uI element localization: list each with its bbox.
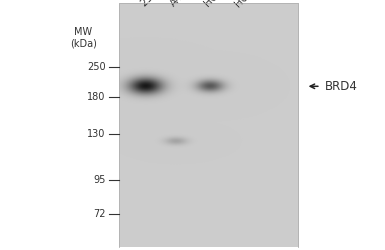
- Text: BRD4: BRD4: [325, 80, 357, 93]
- Bar: [119, 2, 298, 248]
- Text: 180: 180: [87, 92, 106, 102]
- Text: A431: A431: [169, 0, 194, 8]
- Text: HeLa: HeLa: [203, 0, 228, 8]
- Text: HepG2: HepG2: [233, 0, 265, 8]
- Text: 72: 72: [93, 210, 106, 220]
- Text: 250: 250: [87, 62, 106, 72]
- Text: 95: 95: [93, 175, 106, 185]
- Text: 293T: 293T: [138, 0, 164, 8]
- Text: MW
(kDa): MW (kDa): [70, 27, 97, 48]
- Text: 130: 130: [87, 128, 106, 138]
